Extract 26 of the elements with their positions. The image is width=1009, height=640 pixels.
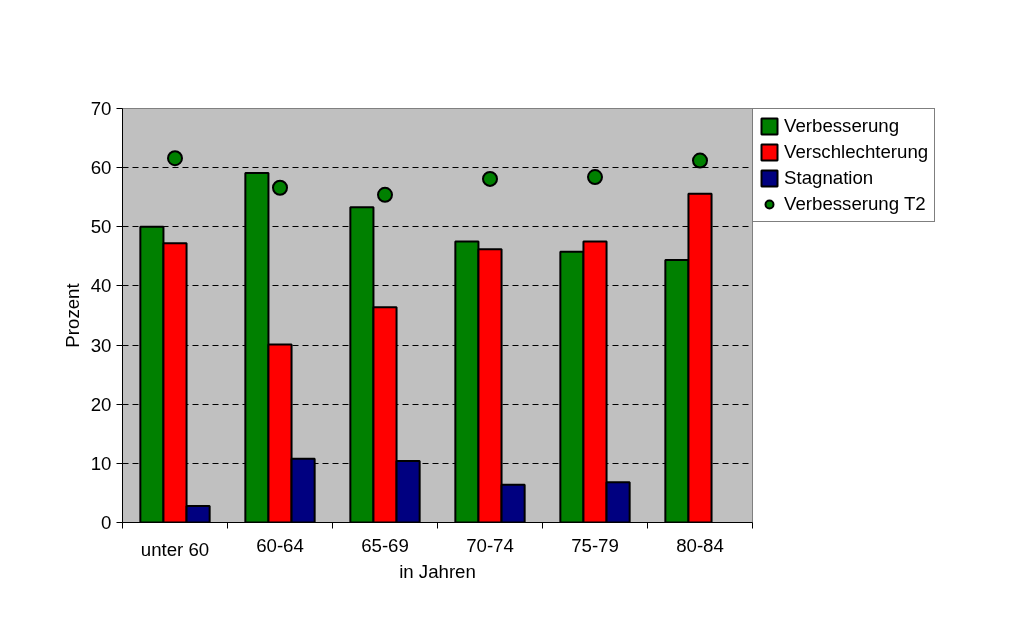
- y-tick-label: 30: [90, 334, 112, 356]
- y-axis-title: Prozent: [61, 282, 83, 348]
- legend-label: Verschlechterung: [784, 141, 929, 163]
- y-tick-label: 70: [90, 98, 112, 119]
- point: [167, 150, 183, 167]
- point: [587, 169, 603, 186]
- legend-label: Stagnation: [784, 167, 874, 189]
- y-tick-label: 60: [90, 157, 112, 179]
- x-tick-label: 80-84: [676, 534, 724, 556]
- x-tick-label: unter 60: [140, 538, 210, 560]
- x-axis-title: in Jahren: [399, 560, 476, 582]
- y-tick-label: 40: [90, 275, 112, 297]
- y-tick-label: 0: [101, 512, 112, 533]
- point: [482, 170, 498, 187]
- x-tick-label: 70-74: [466, 534, 514, 556]
- y-tick-label: 10: [90, 452, 112, 474]
- y-tick-label: 50: [90, 216, 112, 238]
- y-tick-label: 20: [90, 393, 112, 415]
- x-tick-label: 75-79: [571, 534, 619, 556]
- legend-label: Verbesserung: [784, 115, 900, 137]
- legend-label: Verbesserung T2: [784, 193, 926, 215]
- point: [377, 186, 393, 203]
- point: [692, 152, 708, 169]
- x-tick-label: 65-69: [361, 534, 409, 556]
- x-tick-label: 60-64: [256, 534, 304, 556]
- point: [272, 179, 288, 196]
